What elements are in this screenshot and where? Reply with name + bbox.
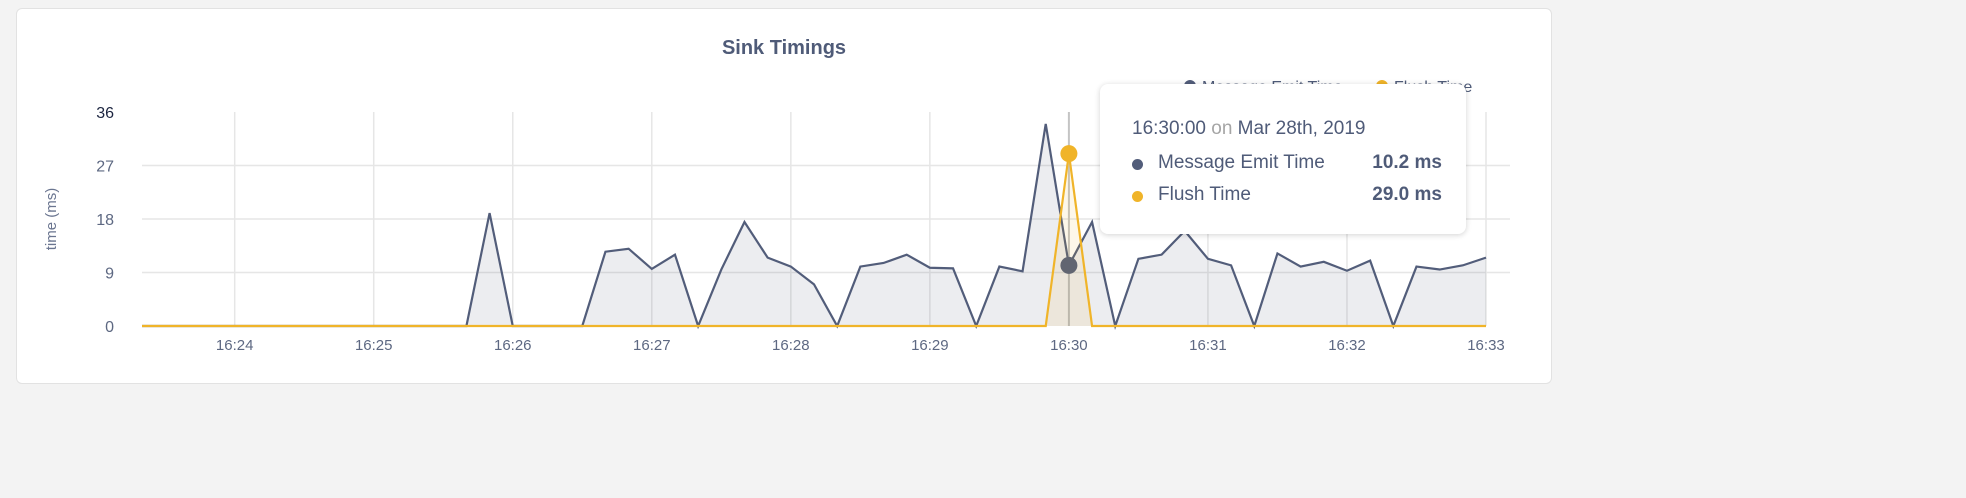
series-dot-icon	[1132, 191, 1143, 202]
x-tick-label: 16:33	[1467, 337, 1505, 354]
series-dot-icon	[1132, 159, 1143, 170]
x-tick-label: 16:28	[772, 337, 810, 354]
x-tick-label: 16:30	[1050, 337, 1088, 354]
x-tick-label: 16:25	[355, 337, 393, 354]
y-tick-label: 27	[96, 159, 114, 176]
x-tick-label: 16:27	[633, 337, 671, 354]
tooltip: 16:30:00 on Mar 28th, 2019 Message Emit …	[1100, 84, 1466, 234]
tooltip-value: 29.0 ms	[1372, 184, 1442, 205]
tooltip-label: Flush Time	[1158, 184, 1251, 205]
tooltip-header: 16:30:00 on Mar 28th, 2019	[1132, 118, 1365, 140]
tooltip-row-flush: Flush Time 29.0 ms	[1132, 184, 1442, 208]
x-tick-label: 16:32	[1328, 337, 1366, 354]
tooltip-value: 10.2 ms	[1372, 152, 1442, 173]
x-tick-label: 16:29	[911, 337, 949, 354]
tooltip-time: 16:30:00	[1132, 118, 1206, 139]
y-tick-label: 18	[96, 212, 114, 229]
x-tick-label: 16:26	[494, 337, 532, 354]
x-tick-label: 16:24	[216, 337, 254, 354]
tooltip-label: Message Emit Time	[1158, 152, 1325, 173]
y-tick-label: 9	[105, 266, 114, 283]
y-tick-label: 36	[96, 105, 114, 122]
data-point	[1060, 145, 1078, 163]
series-area-0	[142, 123, 1486, 326]
y-axis-label: time (ms)	[43, 188, 60, 251]
series-line-1	[142, 153, 1486, 328]
tooltip-date: Mar 28th, 2019	[1237, 118, 1366, 139]
chart-title: Sink Timings	[721, 37, 847, 59]
tooltip-row-message-emit: Message Emit Time 10.2 ms	[1132, 152, 1442, 176]
x-tick-label: 16:31	[1189, 337, 1227, 354]
y-tick-label: 0	[105, 319, 114, 336]
tooltip-on: on	[1211, 118, 1233, 139]
data-point	[1060, 256, 1078, 274]
